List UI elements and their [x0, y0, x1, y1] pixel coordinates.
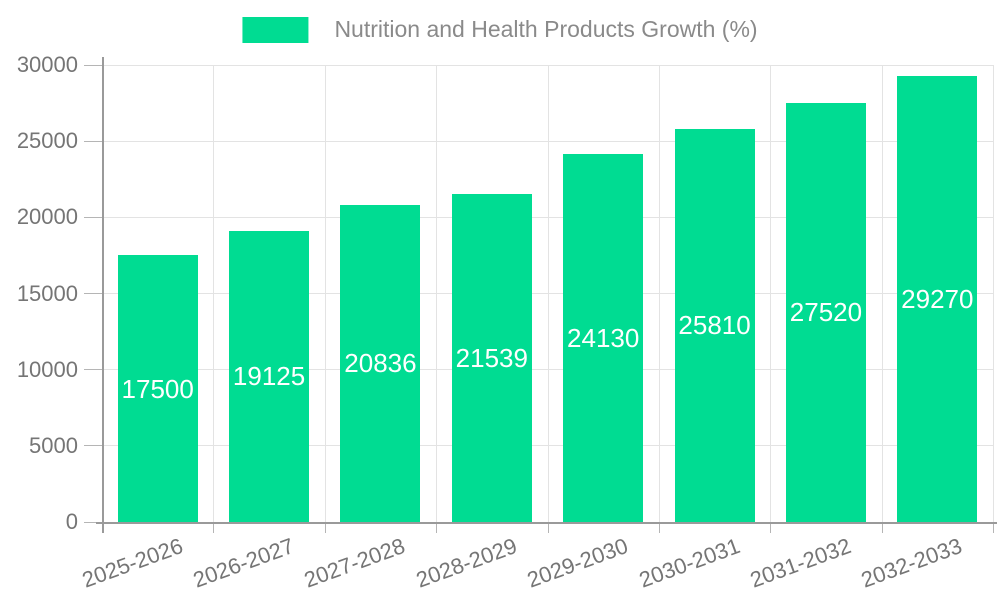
y-tick-label: 0: [65, 509, 78, 534]
x-gridline: [547, 65, 549, 522]
x-tick-mark: [770, 522, 772, 533]
y-tick-label: 30000: [16, 52, 78, 77]
y-tick-mark: [84, 64, 102, 66]
y-tick-mark: [84, 445, 102, 447]
bar-value-label: 27520: [789, 297, 863, 328]
bar: 17500: [117, 255, 198, 522]
x-tick-mark: [436, 522, 438, 533]
x-gridline: [436, 65, 438, 522]
y-tick-label: 5000: [29, 432, 78, 458]
y-tick-mark: [84, 293, 102, 294]
bar-value-label: 29270: [901, 284, 974, 315]
x-gridline: [324, 65, 326, 522]
y-tick-label: 15000: [16, 280, 78, 306]
bar-value-label: 19125: [232, 361, 306, 392]
x-gridline: [658, 65, 660, 522]
x-gridline: [213, 65, 215, 522]
x-tick-mark: [993, 522, 994, 533]
x-tick-mark: [324, 522, 326, 533]
x-gridline: [881, 65, 883, 522]
bar: 24130: [563, 154, 644, 522]
bar: 21539: [451, 193, 532, 522]
bar-value-label: 25810: [678, 310, 751, 341]
bar: 19125: [229, 230, 310, 522]
chart-legend: Nutrition and Health Products Growth (%): [242, 16, 758, 43]
bar-value-label: 24130: [567, 323, 640, 354]
y-axis-line: [102, 57, 104, 533]
bar-value-label: 20836: [344, 348, 417, 379]
x-axis-line: [96, 522, 997, 524]
x-gridline: [993, 65, 994, 522]
bar: 25810: [674, 128, 755, 522]
y-tick-mark: [84, 140, 102, 142]
x-tick-mark: [213, 522, 215, 533]
legend-swatch: [242, 16, 309, 43]
x-tick-mark: [547, 522, 549, 533]
x-tick-mark: [658, 522, 660, 533]
y-tick-mark: [84, 369, 102, 371]
bar-value-label: 17500: [121, 373, 194, 404]
y-tick-label: 25000: [16, 128, 78, 154]
bar-value-label: 21539: [455, 342, 528, 373]
y-tick-label: 10000: [16, 356, 78, 382]
x-gridline: [770, 65, 772, 522]
x-tick-mark: [881, 522, 883, 533]
y-tick-mark: [84, 521, 102, 523]
legend-label: Nutrition and Health Products Growth (%): [334, 16, 758, 42]
y-tick-label: 20000: [16, 204, 78, 230]
bar: 20836: [340, 204, 421, 522]
bar: 27520: [785, 102, 866, 522]
bar: 29270: [897, 76, 978, 522]
y-tick-mark: [84, 216, 102, 218]
